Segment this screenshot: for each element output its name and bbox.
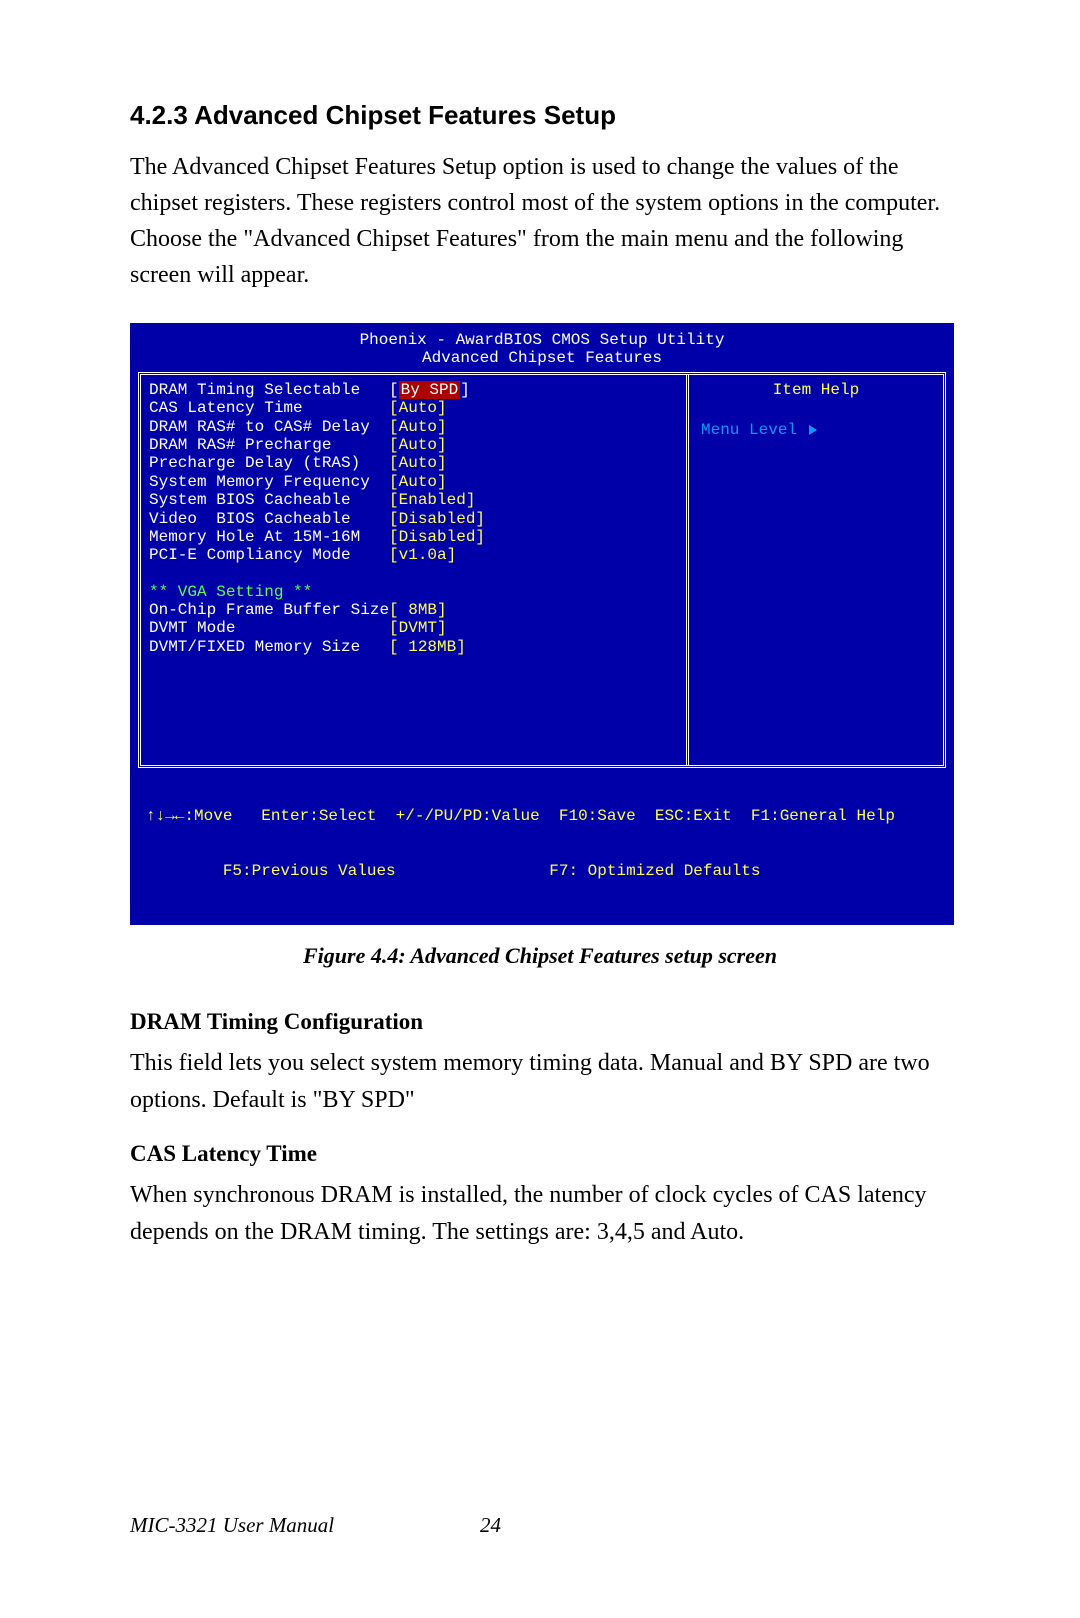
bios-row: System Memory Frequency[Auto] xyxy=(149,473,678,491)
bios-label: PCI-E Compliancy Mode xyxy=(149,546,389,564)
figure-caption: Figure 4.4: Advanced Chipset Features se… xyxy=(130,943,950,969)
bios-value[interactable]: [Auto] xyxy=(389,399,447,417)
bios-row: Precharge Delay (tRAS)[Auto] xyxy=(149,454,678,472)
bios-value[interactable]: [ 128MB] xyxy=(389,638,466,656)
bios-value[interactable]: [Enabled] xyxy=(389,491,475,509)
bios-label: DRAM Timing Selectable xyxy=(149,381,389,399)
bios-title-1: Phoenix - AwardBIOS CMOS Setup Utility xyxy=(132,331,952,349)
subsection-text: This field lets you select system memory… xyxy=(130,1045,950,1119)
bios-screenshot: Phoenix - AwardBIOS CMOS Setup Utility A… xyxy=(130,323,954,925)
bios-label: DRAM RAS# to CAS# Delay xyxy=(149,418,389,436)
bios-row: PCI-E Compliancy Mode[v1.0a] xyxy=(149,546,678,564)
bios-row: CAS Latency Time[Auto] xyxy=(149,399,678,417)
bios-row: DVMT/FIXED Memory Size[ 128MB] xyxy=(149,638,678,656)
bios-label: System Memory Frequency xyxy=(149,473,389,491)
bios-value[interactable]: [Auto] xyxy=(389,436,447,454)
bios-label: DVMT/FIXED Memory Size xyxy=(149,638,389,656)
bios-row: DRAM RAS# Precharge[Auto] xyxy=(149,436,678,454)
item-help-title: Item Help xyxy=(701,381,931,399)
bios-help-panel: Item Help Menu Level xyxy=(686,375,943,765)
bios-footer-line1: ↑↓→←:Move Enter:Select +/-/PU/PD:Value F… xyxy=(146,807,938,825)
bios-label: DVMT Mode xyxy=(149,619,389,637)
bios-footer: ↑↓→←:Move Enter:Select +/-/PU/PD:Value F… xyxy=(132,768,952,923)
subsection-text: When synchronous DRAM is installed, the … xyxy=(130,1177,950,1251)
bios-value[interactable]: [Disabled] xyxy=(389,510,485,528)
page-footer: MIC-3321 User Manual 24 xyxy=(130,1513,950,1538)
bios-row: Video BIOS Cacheable[Disabled] xyxy=(149,510,678,528)
bios-value-highlighted[interactable]: By SPD xyxy=(399,381,461,399)
page-number: 24 xyxy=(480,1513,501,1538)
vga-section-heading: ** VGA Setting ** xyxy=(149,583,678,601)
intro-paragraph: The Advanced Chipset Features Setup opti… xyxy=(130,149,950,293)
bios-row: Memory Hole At 15M-16M[Disabled] xyxy=(149,528,678,546)
section-heading: 4.2.3 Advanced Chipset Features Setup xyxy=(130,100,950,131)
bios-settings-panel: DRAM Timing Selectable[By SPD] CAS Laten… xyxy=(141,375,686,765)
bios-label: On-Chip Frame Buffer Size xyxy=(149,601,389,619)
bios-label: Memory Hole At 15M-16M xyxy=(149,528,389,546)
bios-title-2: Advanced Chipset Features xyxy=(132,349,952,367)
bios-value[interactable]: [v1.0a] xyxy=(389,546,456,564)
bios-row: On-Chip Frame Buffer Size[ 8MB] xyxy=(149,601,678,619)
bios-label: System BIOS Cacheable xyxy=(149,491,389,509)
bios-value[interactable]: [Auto] xyxy=(389,473,447,491)
bios-label: Precharge Delay (tRAS) xyxy=(149,454,389,472)
bios-label: Video BIOS Cacheable xyxy=(149,510,389,528)
bios-value[interactable]: [ 8MB] xyxy=(389,601,447,619)
menu-level-label: Menu Level xyxy=(701,421,931,439)
bios-label: DRAM RAS# Precharge xyxy=(149,436,389,454)
bios-row: System BIOS Cacheable[Enabled] xyxy=(149,491,678,509)
bios-value[interactable]: [DVMT] xyxy=(389,619,447,637)
bios-value[interactable]: [Auto] xyxy=(389,454,447,472)
subsection-heading: DRAM Timing Configuration xyxy=(130,1009,950,1035)
manual-title: MIC-3321 User Manual xyxy=(130,1513,334,1537)
bios-value[interactable]: [Auto] xyxy=(389,418,447,436)
bios-value[interactable]: [Disabled] xyxy=(389,528,485,546)
bios-row: DRAM Timing Selectable[By SPD] xyxy=(149,381,678,399)
bios-label: CAS Latency Time xyxy=(149,399,389,417)
bios-row: DRAM RAS# to CAS# Delay[Auto] xyxy=(149,418,678,436)
subsection-heading: CAS Latency Time xyxy=(130,1141,950,1167)
bios-footer-line2: F5:Previous Values F7: Optimized Default… xyxy=(146,862,938,880)
arrow-right-icon xyxy=(809,425,817,435)
bios-header: Phoenix - AwardBIOS CMOS Setup Utility A… xyxy=(132,325,952,370)
bios-row: DVMT Mode[DVMT] xyxy=(149,619,678,637)
